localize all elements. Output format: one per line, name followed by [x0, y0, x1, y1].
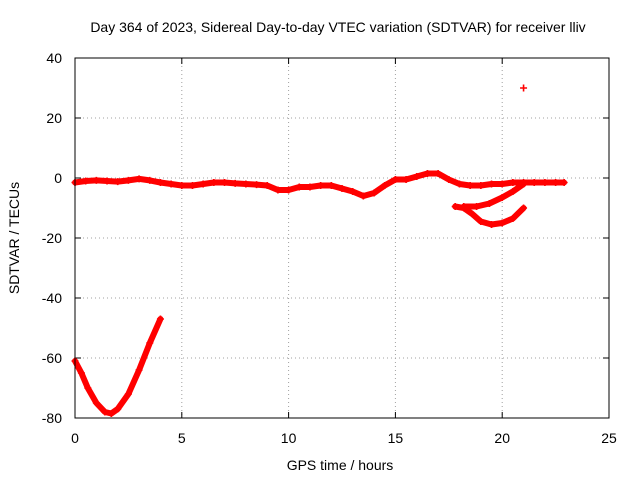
- data-point: [509, 188, 517, 195]
- data-point: [455, 180, 463, 188]
- data-point: [107, 410, 115, 417]
- data-point: [295, 183, 303, 191]
- data-point: [445, 176, 453, 183]
- data-point: [541, 179, 549, 186]
- x-tick-label: 25: [601, 430, 617, 446]
- data-point: [231, 179, 239, 187]
- y-axis-label: SDTVAR / TECUs: [6, 182, 22, 294]
- data-point: [92, 176, 100, 184]
- data-point: [552, 179, 560, 186]
- data-point: [349, 188, 357, 195]
- data-points: [71, 84, 568, 417]
- data-point: [327, 182, 335, 189]
- data-point: [101, 408, 109, 416]
- data-point: [413, 173, 421, 180]
- data-point: [370, 189, 378, 197]
- chart-title: Day 364 of 2023, Sidereal Day-to-day VTE…: [90, 19, 585, 35]
- data-point: [498, 180, 506, 188]
- data-point: [210, 179, 218, 186]
- data-point: [263, 182, 271, 189]
- data-point: [488, 180, 496, 188]
- data-point: [242, 180, 250, 188]
- y-tick-label: 20: [46, 110, 62, 126]
- data-point: [560, 179, 568, 186]
- data-point: [82, 177, 90, 185]
- x-axis-label: GPS time / hours: [287, 457, 394, 473]
- data-point: [146, 176, 154, 184]
- plot-frame: [74, 57, 610, 419]
- data-point: [306, 183, 314, 191]
- data-point: [520, 84, 528, 92]
- data-point: [498, 194, 506, 201]
- data-point: [466, 182, 474, 189]
- x-tick-label: 5: [178, 430, 186, 446]
- data-point: [477, 218, 485, 225]
- data-point: [402, 176, 410, 183]
- data-point: [509, 179, 517, 186]
- x-tick-label: 0: [71, 430, 79, 446]
- data-point: [178, 182, 186, 189]
- data-point: [460, 203, 468, 210]
- data-point: [84, 384, 92, 392]
- series-trace: [72, 316, 164, 417]
- series-diagonal-branch: [460, 180, 528, 210]
- data-point: [485, 200, 493, 207]
- data-point: [135, 175, 143, 183]
- data-point: [530, 179, 538, 186]
- data-point: [274, 186, 282, 194]
- data-point: [146, 339, 154, 347]
- data-point: [477, 182, 485, 189]
- data-point: [92, 399, 100, 407]
- series-outlier: [520, 84, 528, 92]
- data-point: [520, 180, 528, 188]
- data-point: [381, 182, 389, 189]
- data-point: [199, 180, 207, 188]
- data-point: [221, 179, 229, 186]
- data-point: [167, 180, 175, 188]
- y-tick-label: -20: [42, 230, 62, 246]
- data-point: [498, 219, 506, 227]
- data-point: [135, 366, 143, 374]
- data-point: [488, 221, 496, 228]
- data-point: [468, 210, 476, 218]
- data-point: [520, 204, 528, 212]
- data-point: [423, 170, 431, 177]
- data-point: [77, 369, 85, 377]
- data-point: [114, 178, 122, 186]
- data-point: [188, 182, 196, 189]
- series-main-band: [71, 170, 568, 200]
- x-tick-label: 15: [388, 430, 404, 446]
- data-point: [114, 405, 122, 413]
- data-point: [338, 185, 346, 192]
- data-point: [317, 182, 325, 189]
- data-point: [473, 203, 481, 210]
- axis-ticks: 0 5 10 15 20 25 -80 -60 -40 -20 0 20 40: [42, 50, 617, 446]
- data-point: [103, 177, 111, 185]
- series-u-curve: [71, 315, 164, 417]
- data-point: [124, 176, 132, 184]
- x-tick-label: 10: [281, 430, 297, 446]
- grid: [75, 58, 609, 418]
- y-tick-label: -80: [42, 410, 62, 426]
- data-point: [124, 390, 132, 398]
- data-point: [156, 179, 164, 186]
- data-point: [253, 181, 261, 189]
- data-point: [434, 170, 442, 177]
- x-tick-label: 20: [494, 430, 510, 446]
- y-tick-label: -40: [42, 290, 62, 306]
- y-tick-label: 0: [54, 170, 62, 186]
- data-point: [509, 215, 517, 222]
- data-point: [285, 186, 293, 194]
- y-tick-label: -60: [42, 350, 62, 366]
- data-point: [156, 315, 164, 323]
- data-point: [359, 192, 367, 200]
- data-point: [391, 176, 399, 183]
- data-point: [451, 203, 459, 210]
- y-tick-label: 40: [46, 50, 62, 66]
